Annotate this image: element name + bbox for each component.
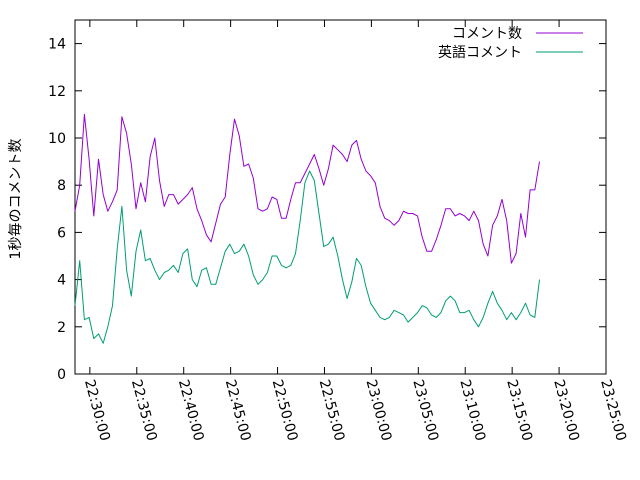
plot-frame <box>74 19 607 375</box>
y-tick-label: 14 <box>48 37 66 53</box>
y-tick-label: 6 <box>57 225 66 241</box>
x-tick-label: 22:30:00 <box>81 378 113 443</box>
x-tick-label: 23:25:00 <box>597 378 629 443</box>
series-line-1 <box>74 113 540 264</box>
series-group <box>74 113 540 344</box>
x-tick-label: 22:40:00 <box>175 378 207 443</box>
x-tick-label: 23:10:00 <box>456 378 488 443</box>
x-tick-label: 23:20:00 <box>550 378 582 443</box>
x-tick-label: 23:05:00 <box>409 378 441 443</box>
x-axis: 22:30:00 22:35:00 22:40:00 22:45:00 22:50:00… <box>81 20 629 443</box>
x-tick-label: 22:50:00 <box>269 378 301 443</box>
x-tick-label: 22:45:00 <box>222 378 254 443</box>
y-tick-label: 0 <box>57 367 66 383</box>
y-tick-label: 2 <box>57 320 66 336</box>
y-axis: 0 2 4 6 8 10 12 14 <box>48 37 606 383</box>
y-tick-label: 12 <box>48 84 66 100</box>
legend-label-1: コメント数 <box>452 26 522 42</box>
y-tick-label: 8 <box>57 178 66 194</box>
legend-label-2: 英語コメント <box>438 44 522 61</box>
x-tick-label: 22:35:00 <box>128 378 160 443</box>
x-tick-label: 23:00:00 <box>363 378 395 443</box>
series-line-2 <box>74 170 540 344</box>
x-tick-label: 22:55:00 <box>316 378 348 443</box>
x-tick-label: 23:15:00 <box>503 378 535 443</box>
plot-frame-group <box>74 19 607 375</box>
y-tick-label: 10 <box>48 131 66 147</box>
y-axis-label: 1秒毎のコメント数 <box>8 139 24 260</box>
y-tick-label: 4 <box>57 273 66 289</box>
